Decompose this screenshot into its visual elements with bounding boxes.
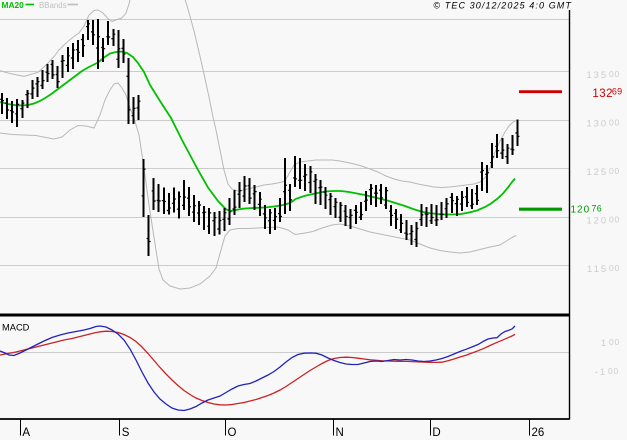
svg-text:132: 132 [592, 88, 613, 100]
svg-text:00: 00 [609, 117, 620, 127]
svg-text:120: 120 [586, 215, 608, 226]
svg-text:-1: -1 [595, 367, 607, 378]
svg-text:00: 00 [608, 366, 619, 376]
svg-text:D: D [432, 427, 440, 439]
svg-text:130: 130 [586, 118, 608, 129]
svg-text:76: 76 [592, 204, 603, 214]
svg-text:69: 69 [612, 87, 623, 97]
svg-text:00: 00 [609, 214, 620, 224]
svg-text:26: 26 [532, 427, 545, 439]
svg-text:N: N [336, 427, 344, 439]
svg-text:00: 00 [609, 337, 620, 347]
svg-text:00: 00 [609, 69, 620, 79]
svg-text:1: 1 [601, 338, 608, 349]
svg-text:MA20: MA20 [2, 0, 25, 10]
svg-text:135: 135 [586, 70, 608, 81]
svg-text:S: S [122, 427, 130, 439]
svg-text:© TEC 30/12/2025 4:0 GMT: © TEC 30/12/2025 4:0 GMT [433, 1, 572, 11]
svg-text:MACD: MACD [2, 323, 30, 333]
svg-text:120: 120 [571, 205, 591, 216]
svg-text:115: 115 [587, 264, 608, 275]
svg-text:00: 00 [609, 166, 620, 176]
svg-text:BBands: BBands [39, 1, 67, 10]
svg-text:A: A [22, 427, 30, 439]
svg-text:O: O [228, 427, 237, 439]
svg-text:00: 00 [609, 263, 620, 273]
svg-text:125: 125 [586, 167, 608, 178]
